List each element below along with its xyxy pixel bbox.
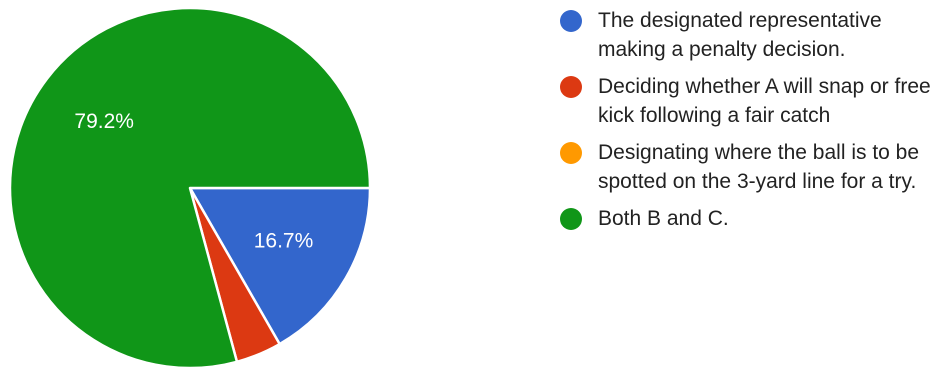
legend: The designated representative making a p… — [560, 6, 940, 241]
legend-swatch-c — [560, 142, 582, 164]
slice-d-label: 79.2% — [74, 110, 134, 133]
legend-label-a: The designated representative making a p… — [598, 9, 882, 61]
legend-item-b[interactable]: Deciding whether A will snap or free kic… — [560, 72, 940, 130]
slice-a-label: 16.7% — [254, 230, 314, 253]
legend-label-d: Both B and C. — [598, 207, 729, 230]
legend-swatch-a — [560, 10, 582, 32]
legend-item-d[interactable]: Both B and C. — [560, 204, 940, 233]
slice-a[interactable] — [188, 186, 372, 346]
legend-label-b: Deciding whether A will snap or free kic… — [598, 75, 931, 127]
legend-item-a[interactable]: The designated representative making a p… — [560, 6, 940, 64]
legend-label-c: Designating where the ball is to be spot… — [598, 141, 920, 193]
legend-swatch-b — [560, 76, 582, 98]
slice-d[interactable] — [8, 6, 372, 367]
legend-item-c[interactable]: Designating where the ball is to be spot… — [560, 138, 940, 196]
legend-swatch-d — [560, 208, 582, 230]
